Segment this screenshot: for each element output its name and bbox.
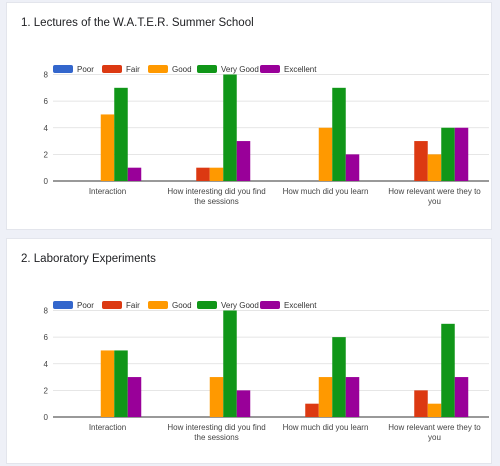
bar-good-3 [427, 403, 442, 417]
bar-very-good-3 [441, 323, 455, 417]
bar-very-good-2 [332, 87, 346, 181]
bar-good-2 [318, 377, 333, 417]
legend-swatch-3 [197, 65, 217, 73]
y-tick-label: 2 [44, 150, 49, 159]
legend-label: Poor [77, 301, 94, 310]
legend-swatch-2 [148, 65, 168, 73]
bar-very-good-1 [223, 74, 237, 181]
bar-good-0 [100, 114, 115, 181]
question-card-2: 2. Laboratory Experiments Poor Fair Good Ve… [6, 238, 492, 464]
legend-swatch-3 [197, 301, 217, 309]
bar-excellent-3 [454, 127, 469, 181]
y-tick-label: 8 [44, 307, 49, 316]
x-category-label: How relevant were they to [388, 423, 481, 432]
bar-fair-2 [305, 403, 319, 417]
bar-excellent-1 [236, 390, 251, 417]
x-category-label: How relevant were they to [388, 187, 481, 196]
legend-label: Fair [126, 65, 140, 74]
y-tick-label: 0 [44, 177, 49, 186]
bar-very-good-2 [332, 337, 346, 417]
x-category-label: Interaction [89, 423, 126, 432]
x-category-label: the sessions [194, 433, 238, 442]
bar-good-2 [318, 127, 333, 181]
chart-legend: Poor Fair Good Very Good Excellent [53, 65, 317, 74]
bar-excellent-2 [345, 377, 360, 417]
question-title: 1. Lectures of the W.A.T.E.R. Summer Sch… [21, 17, 254, 29]
legend-label: Good [172, 65, 192, 74]
bar-very-good-3 [441, 127, 455, 181]
legend-swatch-2 [148, 301, 168, 309]
bar-fair-3 [414, 390, 428, 417]
bar-excellent-1 [236, 141, 251, 181]
x-category-label: you [428, 197, 441, 206]
bar-good-0 [100, 350, 115, 417]
legend-swatch-0 [53, 301, 73, 309]
legend-label: Good [172, 301, 192, 310]
legend-swatch-4 [260, 65, 280, 73]
legend-label: Poor [77, 65, 94, 74]
bar-chart-lectures: Poor Fair Good Very Good Excellent 0 2 4 6 8 Inter… [44, 65, 489, 206]
bar-good-1 [209, 377, 224, 417]
y-tick-label: 0 [44, 413, 49, 422]
legend-label: Excellent [284, 301, 317, 310]
legend-label: Very Good [221, 301, 259, 310]
x-category-label: the sessions [194, 197, 238, 206]
question-card-1: 1. Lectures of the W.A.T.E.R. Summer Sch… [6, 2, 492, 230]
bar-very-good-1 [223, 310, 237, 417]
bar-excellent-0 [127, 377, 142, 417]
x-category-label: Interaction [89, 187, 126, 196]
bar-excellent-2 [345, 154, 360, 181]
legend-label: Very Good [221, 65, 259, 74]
bar-fair-1 [196, 167, 210, 181]
x-category-label: How much did you learn [283, 423, 369, 432]
legend-swatch-4 [260, 301, 280, 309]
bar-chart-laboratory: Poor Fair Good Very Good Excellent 0 2 4 6 8 Inter… [44, 301, 489, 442]
chart-legend: Poor Fair Good Very Good Excellent [53, 301, 317, 310]
y-tick-label: 4 [44, 124, 49, 133]
legend-swatch-1 [102, 301, 122, 309]
bar-very-good-0 [114, 350, 128, 417]
bar-very-good-0 [114, 87, 128, 181]
legend-label: Excellent [284, 65, 317, 74]
y-tick-label: 6 [44, 333, 49, 342]
y-tick-label: 2 [44, 386, 49, 395]
x-category-label: How much did you learn [283, 187, 369, 196]
bar-good-3 [427, 154, 442, 181]
x-category-label: How interesting did you find [167, 423, 265, 432]
y-tick-label: 6 [44, 97, 49, 106]
y-tick-label: 8 [44, 71, 49, 80]
legend-swatch-1 [102, 65, 122, 73]
bar-excellent-0 [127, 167, 142, 181]
question-title: 2. Laboratory Experiments [21, 253, 156, 265]
bar-excellent-3 [454, 377, 469, 417]
x-category-label: you [428, 433, 441, 442]
legend-swatch-0 [53, 65, 73, 73]
bar-good-1 [209, 167, 224, 181]
y-tick-label: 4 [44, 360, 49, 369]
bar-fair-3 [414, 141, 428, 181]
legend-label: Fair [126, 301, 140, 310]
x-category-label: How interesting did you find [167, 187, 265, 196]
